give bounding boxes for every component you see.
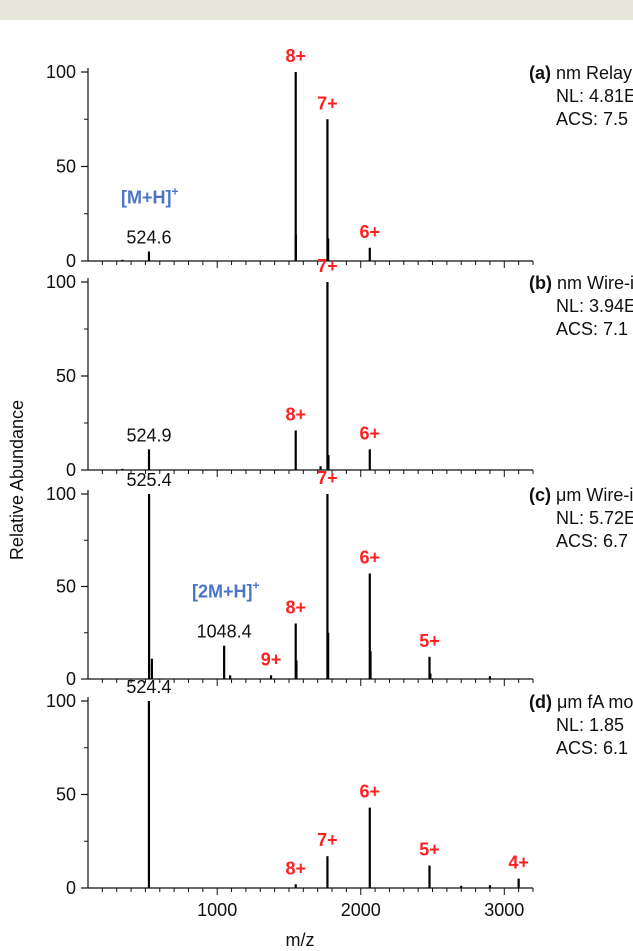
adduct-label: [M+H]+: [121, 185, 179, 208]
charge-state-label: 6+: [360, 222, 381, 242]
y-tick-label: 100: [46, 484, 76, 504]
x-axis-title: m/z: [286, 930, 315, 950]
y-tick-label: 0: [66, 460, 76, 480]
x-tick-label: 2000: [341, 900, 381, 920]
charge-state-label: 7+: [317, 256, 338, 276]
charge-state-label: 7+: [317, 468, 338, 488]
y-tick-label: 50: [56, 577, 76, 597]
peak-mz-label: 524.6: [126, 228, 171, 248]
y-axis-title: Relative Abundance: [7, 400, 27, 560]
y-tick-label: 100: [46, 62, 76, 82]
peak-mz-label: 524.4: [126, 677, 171, 697]
panel-title: (b) nm Wire-in: [529, 273, 633, 293]
panel-title: (d) μm fA mode: [529, 692, 633, 712]
average-charge-state: ACS: 7.5: [556, 109, 628, 129]
panel-title: (c) μm Wire-in: [529, 485, 633, 505]
normalization-level: NL: 5.72E4: [556, 508, 633, 528]
peak-mz-label: 525.4: [127, 470, 172, 490]
charge-state-label: 6+: [360, 782, 381, 802]
top-banner: [0, 0, 633, 20]
y-tick-label: 100: [46, 272, 76, 292]
charge-state-label: 8+: [285, 46, 306, 66]
charge-state-label: 5+: [419, 631, 440, 651]
peak-mz-label: 524.9: [126, 425, 171, 445]
panel-title: (a) nm Relay: [529, 63, 632, 83]
y-tick-label: 50: [56, 157, 76, 177]
average-charge-state: ACS: 6.1: [556, 738, 628, 758]
normalization-level: NL: 4.81E2: [556, 86, 633, 106]
charge-state-label: 7+: [317, 93, 338, 113]
charge-state-label: 5+: [419, 840, 440, 860]
normalization-level: NL: 1.85: [556, 715, 624, 735]
normalization-level: NL: 3.94E2: [556, 296, 633, 316]
average-charge-state: ACS: 7.1: [556, 319, 628, 339]
y-tick-label: 50: [56, 785, 76, 805]
charge-state-label: 8+: [285, 405, 306, 425]
charge-state-label: 9+: [261, 649, 282, 669]
average-charge-state: ACS: 6.7: [556, 531, 628, 551]
charge-state-label: 6+: [360, 548, 381, 568]
y-tick-label: 0: [66, 669, 76, 689]
charge-state-label: 6+: [360, 423, 381, 443]
x-tick-label: 3000: [484, 900, 524, 920]
charge-state-label: 8+: [285, 858, 306, 878]
y-tick-label: 0: [66, 251, 76, 271]
y-tick-label: 50: [56, 366, 76, 386]
y-tick-label: 0: [66, 878, 76, 898]
x-tick-label: 1000: [197, 900, 237, 920]
charge-state-label: 4+: [508, 853, 529, 873]
adduct-label: [2M+H]+: [192, 579, 260, 602]
y-tick-label: 100: [46, 691, 76, 711]
peak-mz-label: 1048.4: [197, 622, 252, 642]
charge-state-label: 8+: [285, 598, 306, 618]
charge-state-label: 7+: [317, 830, 338, 850]
